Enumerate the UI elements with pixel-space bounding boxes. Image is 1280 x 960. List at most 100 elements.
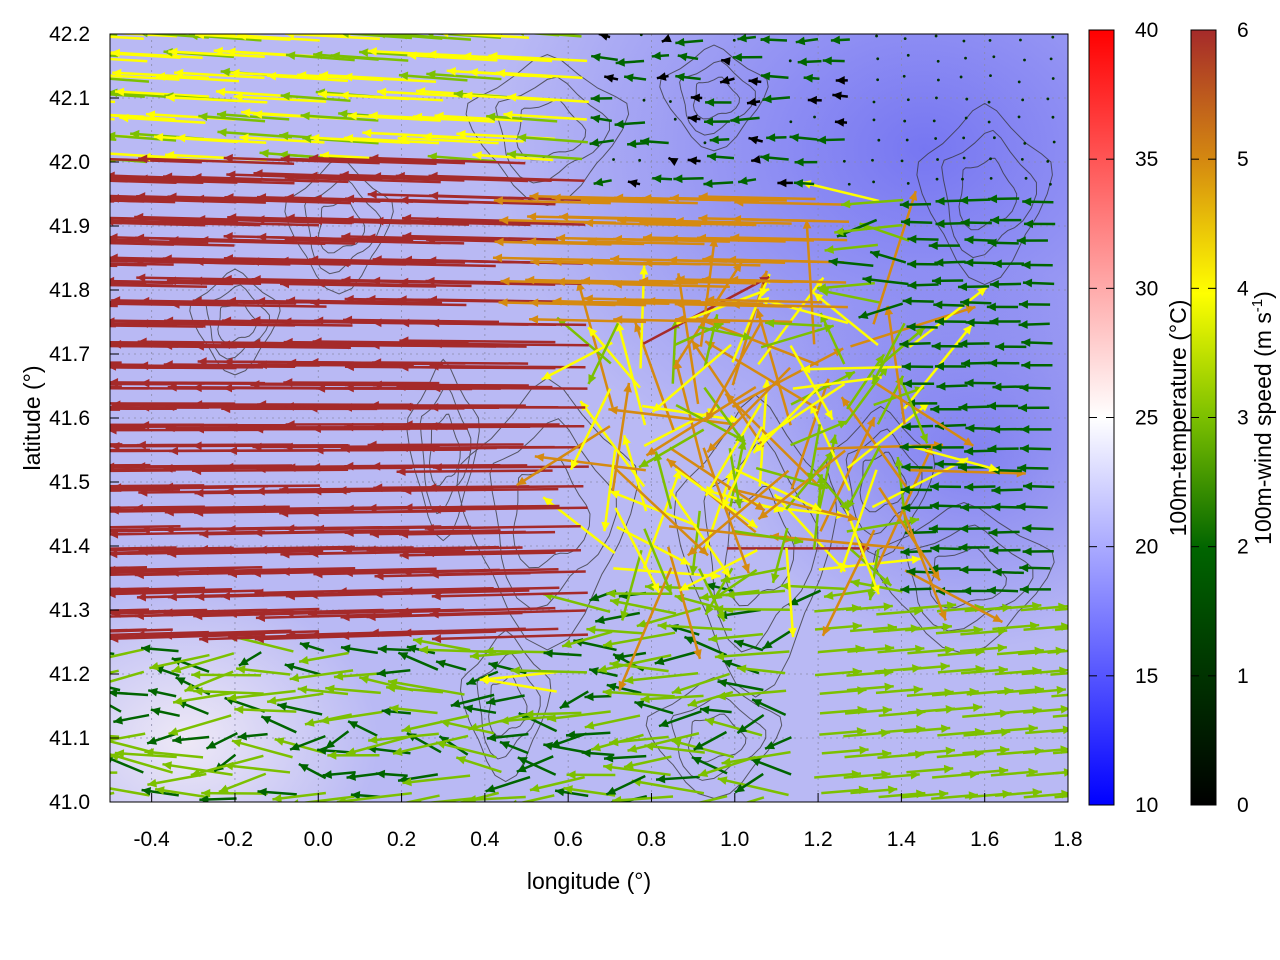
wind-vector bbox=[640, 137, 669, 146]
wind-vector bbox=[789, 133, 818, 142]
wind-vector bbox=[666, 546, 702, 660]
wind-vector bbox=[590, 94, 613, 103]
wind-vector bbox=[527, 237, 645, 246]
wind-vector bbox=[110, 131, 177, 142]
wind-vector bbox=[428, 171, 585, 182]
wind-vector bbox=[311, 424, 468, 434]
wind-vector bbox=[314, 445, 471, 455]
wind-vector bbox=[965, 97, 969, 101]
wind-vector bbox=[902, 74, 906, 78]
wind-vector bbox=[416, 797, 472, 802]
wind-vector bbox=[110, 283, 208, 289]
wind-vector bbox=[587, 326, 641, 389]
wind-vector bbox=[369, 401, 526, 410]
wind-vector bbox=[705, 98, 732, 107]
wind-vector bbox=[760, 324, 835, 349]
wind-vector bbox=[905, 622, 953, 632]
wind-vector bbox=[847, 182, 851, 186]
wind-vector bbox=[834, 118, 848, 127]
wind-vector bbox=[140, 296, 297, 306]
wind-vector bbox=[929, 501, 962, 511]
wind-vector bbox=[617, 567, 673, 692]
y-tick-label: 41.6 bbox=[49, 407, 90, 430]
wind-vector bbox=[315, 279, 472, 288]
wind-vector bbox=[704, 322, 762, 423]
wind-vector bbox=[934, 317, 967, 326]
wind-vector bbox=[731, 214, 850, 224]
wind-vector bbox=[110, 199, 176, 204]
wind-vector bbox=[255, 612, 412, 622]
wind-vector bbox=[988, 38, 992, 42]
wind-vector bbox=[830, 35, 850, 45]
wind-vector bbox=[1023, 704, 1068, 714]
wind-vector bbox=[750, 757, 792, 776]
wind-vector bbox=[427, 483, 584, 492]
wind-vector bbox=[397, 34, 472, 41]
wind-vector bbox=[673, 117, 677, 121]
wind-vector bbox=[345, 734, 415, 756]
wind-vector bbox=[277, 702, 323, 716]
wind-vector bbox=[690, 93, 703, 103]
contour-line bbox=[515, 99, 587, 161]
x-tick-label: 1.6 bbox=[970, 828, 999, 851]
wind-vector bbox=[730, 233, 848, 243]
y-tick-label: 41.1 bbox=[49, 727, 90, 750]
wind-vector bbox=[936, 381, 968, 391]
wind-vector bbox=[426, 70, 502, 81]
wind-vector bbox=[794, 157, 818, 167]
wind-vector bbox=[309, 549, 466, 558]
wind-vector bbox=[734, 772, 764, 794]
wind-vector bbox=[961, 359, 993, 368]
wind-vector bbox=[957, 282, 990, 292]
wind-vector bbox=[235, 665, 291, 676]
wind-vector bbox=[762, 94, 791, 104]
wind-vector bbox=[430, 318, 587, 328]
wind-vector bbox=[397, 651, 439, 671]
wind-vector bbox=[163, 607, 320, 618]
wind-vector bbox=[828, 257, 874, 268]
wind-vector bbox=[135, 629, 292, 640]
wind-vector bbox=[658, 710, 702, 728]
x-tick-label: -0.2 bbox=[217, 828, 253, 851]
wind-vector bbox=[624, 672, 699, 685]
wind-vector bbox=[793, 178, 815, 188]
wind-vector bbox=[168, 714, 232, 736]
wind-vector bbox=[347, 111, 441, 122]
wind-vector bbox=[1016, 502, 1048, 512]
wind-vector bbox=[495, 68, 583, 80]
wind-vector bbox=[431, 505, 588, 514]
wind-vector bbox=[110, 569, 177, 574]
wind-vector bbox=[1017, 115, 1021, 119]
wind-vector bbox=[1054, 627, 1068, 631]
wind-vector bbox=[199, 235, 356, 245]
wind-vector bbox=[110, 566, 148, 570]
contour-line bbox=[459, 629, 552, 783]
wind-vector bbox=[499, 715, 553, 725]
wind-vector bbox=[731, 529, 804, 545]
wind-vector bbox=[962, 156, 966, 160]
wind-vector bbox=[708, 632, 764, 643]
wind-vector bbox=[964, 482, 996, 492]
wind-vector bbox=[964, 56, 967, 60]
wind-vector bbox=[931, 276, 964, 286]
wind-vector bbox=[283, 378, 440, 387]
wind-vector bbox=[906, 98, 910, 102]
wind-vector bbox=[654, 650, 698, 666]
wind-vector bbox=[507, 92, 589, 104]
wind-vector bbox=[845, 602, 893, 612]
wind-vector bbox=[907, 645, 955, 655]
wind-vector bbox=[565, 730, 611, 740]
wind-vector bbox=[877, 138, 881, 142]
wind-vector bbox=[823, 588, 876, 600]
temperature-colorbar: 10 15 20 25 30 35 40 100m-temperature (°C) bbox=[1088, 19, 1191, 817]
wind-vector bbox=[610, 464, 709, 557]
wind-vector bbox=[110, 276, 262, 286]
wind-vectors bbox=[110, 34, 1068, 802]
wind-vector bbox=[110, 652, 115, 656]
wind-vector bbox=[746, 97, 761, 107]
wind-vector bbox=[958, 543, 990, 552]
wind-vector bbox=[138, 174, 295, 185]
wind-vector bbox=[623, 755, 672, 770]
colorbar-tick-label: 20 bbox=[1135, 536, 1158, 559]
wind-vector bbox=[765, 318, 822, 328]
